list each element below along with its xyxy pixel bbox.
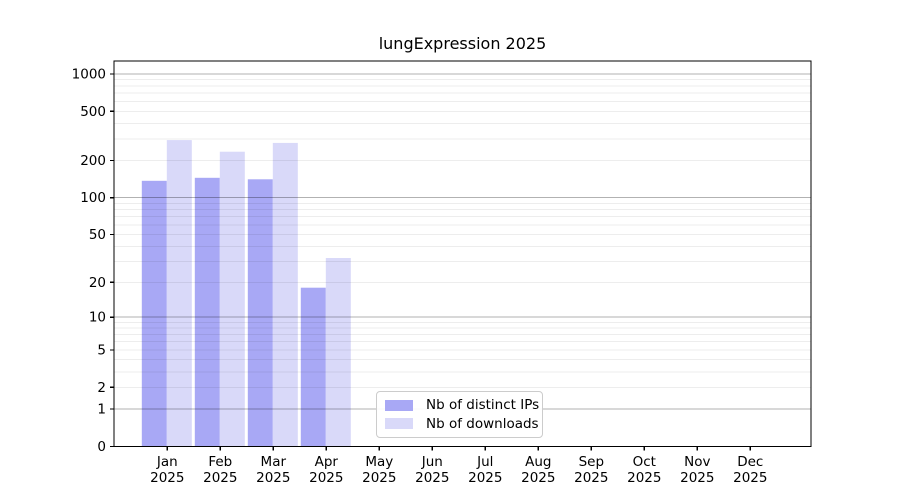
x-tick-month-label: Nov xyxy=(684,454,710,470)
y-tick-label: 5 xyxy=(97,342,106,358)
x-tick-month-label: Jun xyxy=(421,454,443,470)
plot-border xyxy=(113,60,812,448)
bar-nb-of-distinct-ips-apr xyxy=(300,287,326,447)
bar-nb-of-downloads-mar xyxy=(272,142,298,447)
legend-swatch-distinct-ips-icon xyxy=(385,399,413,411)
x-tick-month-label: Apr xyxy=(315,454,339,470)
x-tick-month-label: Mar xyxy=(261,454,287,470)
y-tick-label: 1 xyxy=(97,402,106,418)
x-tick-month-label: Dec xyxy=(737,454,763,470)
x-tick-year-label: 2025 xyxy=(256,470,290,486)
bar-nb-of-distinct-ips-jan xyxy=(141,180,167,447)
x-tick-month-label: May xyxy=(365,454,393,470)
x-tick-year-label: 2025 xyxy=(521,470,555,486)
x-tick-month-label: Feb xyxy=(208,454,232,470)
y-tick-label: 10 xyxy=(89,310,106,326)
legend-label-downloads: Nb of downloads xyxy=(426,415,539,432)
legend-item-distinct-ips: Nb of distinct IPs xyxy=(385,396,539,415)
y-tick-label: 20 xyxy=(89,275,106,291)
x-tick-month-label: Oct xyxy=(633,454,656,470)
x-tick-year-label: 2025 xyxy=(733,470,767,486)
legend-label-distinct-ips: Nb of distinct IPs xyxy=(426,397,540,414)
chart-title: lungExpression 2025 xyxy=(378,34,547,53)
bar-nb-of-distinct-ips-mar xyxy=(247,179,273,447)
y-tick-label: 0 xyxy=(97,439,106,455)
y-tick-label: 1000 xyxy=(72,67,106,83)
bar-nb-of-distinct-ips-feb xyxy=(194,177,220,447)
x-tick-year-label: 2025 xyxy=(680,470,714,486)
x-tick-year-label: 2025 xyxy=(627,470,661,486)
x-tick-year-label: 2025 xyxy=(203,470,237,486)
legend-swatch-downloads-icon xyxy=(385,418,413,430)
x-tick-year-label: 2025 xyxy=(150,470,184,486)
legend-item-downloads: Nb of downloads xyxy=(385,415,539,434)
x-tick-year-label: 2025 xyxy=(362,470,396,486)
x-tick-year-label: 2025 xyxy=(574,470,608,486)
x-axis: Jan2025Feb2025Mar2025Apr2025May2025Jun20… xyxy=(150,446,767,486)
x-tick-month-label: Aug xyxy=(525,454,551,470)
x-tick-year-label: 2025 xyxy=(415,470,449,486)
gridlines xyxy=(114,73,811,410)
y-tick-label: 200 xyxy=(80,153,106,169)
x-tick-year-label: 2025 xyxy=(468,470,502,486)
x-tick-year-label: 2025 xyxy=(309,470,343,486)
x-tick-month-label: Jul xyxy=(476,454,493,470)
y-tick-label: 500 xyxy=(80,104,106,120)
x-tick-month-label: Jan xyxy=(156,454,178,470)
y-tick-label: 2 xyxy=(97,380,106,396)
bar-nb-of-downloads-jan xyxy=(166,140,192,447)
legend-box: Nb of distinct IPs Nb of downloads xyxy=(376,391,543,438)
x-tick-month-label: Sep xyxy=(579,454,604,470)
y-tick-label: 50 xyxy=(89,227,106,243)
bar-nb-of-downloads-feb xyxy=(219,151,245,447)
y-tick-label: 100 xyxy=(80,190,106,206)
bars xyxy=(141,140,351,447)
y-axis: 0 1 2 5 10 20 50 100 200 500 1000 xyxy=(72,67,114,455)
bar-nb-of-downloads-apr xyxy=(325,258,351,447)
